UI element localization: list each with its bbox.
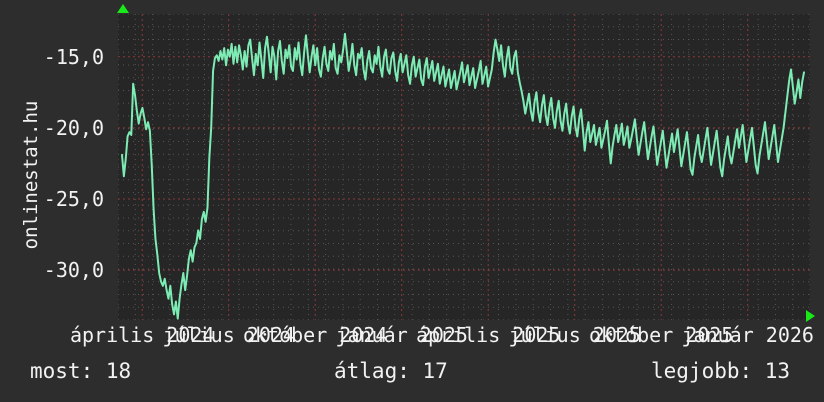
rank-series-line — [121, 32, 805, 320]
x-axis-tick: július 2024 — [162, 323, 295, 347]
x-axis-tick: július 2025 — [508, 323, 641, 347]
arrow-right-icon — [806, 310, 815, 322]
y-axis-tick: -25,0 — [43, 187, 104, 212]
x-axis-tick: október 2025 — [588, 323, 734, 347]
chart-plot-area[interactable] — [118, 14, 810, 320]
y-axis-tick: -15,0 — [43, 44, 104, 69]
stat-best: legjobb: 13 — [651, 359, 791, 383]
x-axis-tick: október 2024 — [242, 323, 388, 347]
x-axis-tick: január 2026 — [681, 323, 814, 347]
y-axis-tick: -20,0 — [43, 115, 104, 140]
minor-gridlines — [118, 14, 810, 320]
stat-average: átlag: 17 — [334, 359, 448, 383]
y-axis-tick: -30,0 — [43, 258, 104, 283]
x-axis-tick: április 2025 — [415, 323, 561, 347]
stat-now: most: 18 — [30, 359, 132, 383]
arrow-up-icon — [117, 4, 129, 13]
chart-footer-stats: most: 18 átlag: 17 legjobb: 13 — [0, 356, 824, 402]
x-axis-tick: április 2024 — [69, 323, 215, 347]
x-axis-tick-labels: április 2024 július 2024 október 2024 januá… — [0, 322, 824, 350]
x-axis-tick: január 2025 — [335, 323, 468, 347]
y-axis-tick-labels: -15,0 -20,0 -25,0 -30,0 — [0, 0, 104, 330]
